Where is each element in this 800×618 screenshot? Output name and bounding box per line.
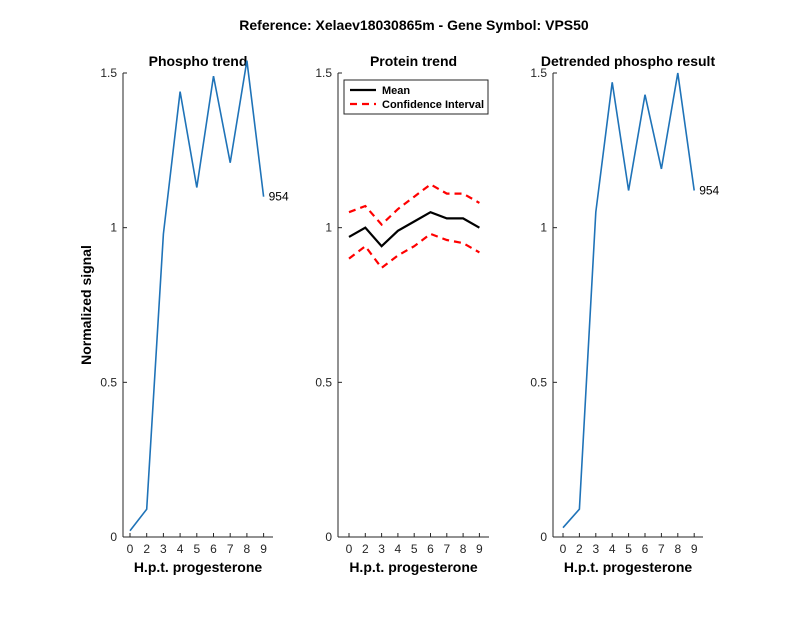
x-tick-label: 4 <box>609 542 616 556</box>
x-tick-label: 2 <box>143 542 150 556</box>
x-tick-label: 4 <box>177 542 184 556</box>
x-axis-label: H.p.t. progesterone <box>349 559 478 575</box>
series-line-mean <box>348 210 480 248</box>
x-tick-label: 9 <box>691 542 698 556</box>
x-tick-label: 3 <box>592 542 599 556</box>
x-tick-label: 5 <box>411 542 418 556</box>
series-line <box>129 60 265 532</box>
x-tick-label: 3 <box>378 542 385 556</box>
x-tick-label: 0 <box>560 542 567 556</box>
y-tick-label: 1 <box>110 221 117 235</box>
x-tick-label: 8 <box>244 542 251 556</box>
x-tick-label: 0 <box>346 542 353 556</box>
x-tick-label: 0 <box>127 542 134 556</box>
x-tick-label: 8 <box>460 542 467 556</box>
legend-label: Mean <box>382 85 410 97</box>
x-tick-label: 9 <box>260 542 267 556</box>
y-tick-label: 0 <box>325 530 332 544</box>
x-tick-label: 3 <box>160 542 167 556</box>
y-tick-label: 0.5 <box>530 375 547 389</box>
y-tick-label: 0.5 <box>100 375 117 389</box>
x-tick-label: 6 <box>427 542 434 556</box>
x-tick-label: 6 <box>642 542 649 556</box>
series-line <box>562 72 695 529</box>
series-annotation: 954 <box>699 184 719 198</box>
x-tick-label: 5 <box>625 542 632 556</box>
series-line-ci <box>348 183 480 227</box>
y-tick-label: 0 <box>540 530 547 544</box>
y-tick-label: 0 <box>110 530 117 544</box>
x-axis-label: H.p.t. progesterone <box>134 559 263 575</box>
x-tick-label: 7 <box>227 542 234 556</box>
legend-box <box>343 79 489 115</box>
y-tick-label: 1.5 <box>530 66 547 80</box>
panel-title: Phospho trend <box>149 53 248 69</box>
x-tick-label: 4 <box>395 542 402 556</box>
y-tick-label: 1 <box>540 221 547 235</box>
series-annotation: 954 <box>269 190 289 204</box>
series-line-ci <box>348 232 480 270</box>
x-tick-label: 7 <box>443 542 450 556</box>
x-tick-label: 7 <box>658 542 665 556</box>
y-axis-label: Normalized signal <box>78 245 94 365</box>
y-tick-label: 1.5 <box>100 66 117 80</box>
figure-suptitle: Reference: Xelaev18030865m - Gene Symbol… <box>239 17 589 33</box>
x-tick-label: 9 <box>476 542 483 556</box>
x-tick-label: 5 <box>193 542 200 556</box>
panel-title: Detrended phospho result <box>541 53 716 69</box>
x-tick-label: 2 <box>576 542 583 556</box>
y-tick-label: 1.5 <box>315 66 332 80</box>
x-tick-label: 8 <box>674 542 681 556</box>
legend: Mean Confidence Interval <box>343 79 489 115</box>
x-tick-label: 2 <box>362 542 369 556</box>
legend-label: Confidence Interval <box>382 99 484 111</box>
y-tick-label: 0.5 <box>315 375 332 389</box>
y-tick-label: 1 <box>325 221 332 235</box>
x-tick-label: 6 <box>210 542 217 556</box>
panel-title: Protein trend <box>370 53 457 69</box>
x-axis-label: H.p.t. progesterone <box>564 559 693 575</box>
